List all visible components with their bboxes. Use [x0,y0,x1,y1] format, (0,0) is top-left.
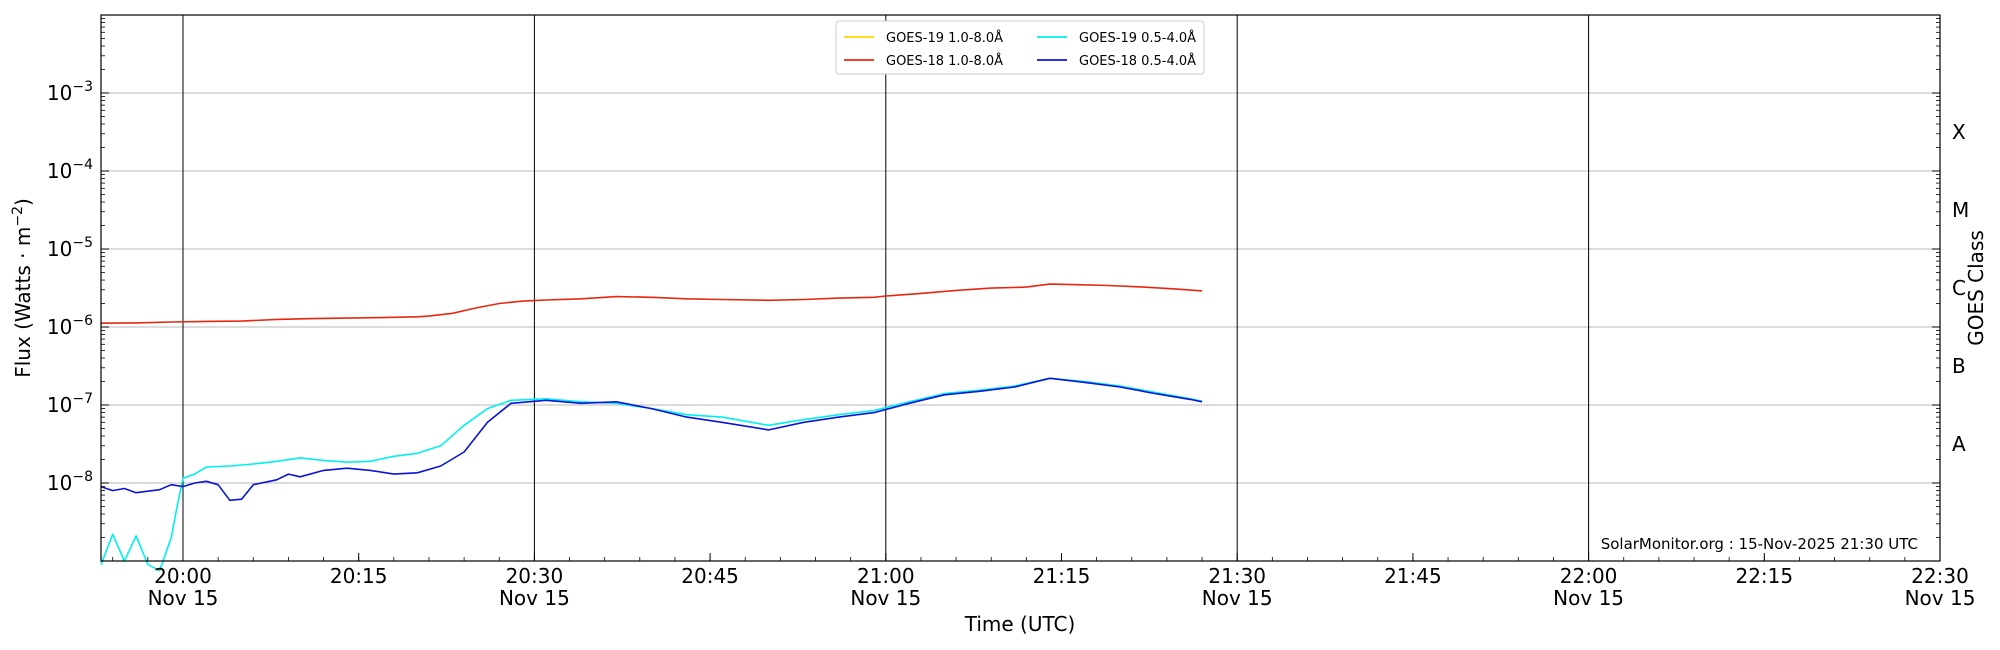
x-tick-label: 20:15 [330,564,388,588]
x-tick-label: 21:45 [1384,564,1442,588]
goes-class-label: M [1952,198,1969,222]
x-tick-label: 20:30 [506,564,564,588]
y-tick-label-base: 10 [47,471,72,495]
x-tick-label: 20:45 [681,564,739,588]
y-gridlines [101,92,1940,484]
x-tick-label: 22:00 [1560,564,1618,588]
x-tick-label: 22:15 [1735,564,1793,588]
series-line-2 [100,377,1203,572]
legend: GOES-19 1.0-8.0Å GOES-18 1.0-8.0Å GOES-19 … [835,20,1205,75]
x-axis-label: Time (UTC) [964,612,1076,636]
y-tick-label-base: 10 [47,237,72,261]
x-tick-label: 22:30 [1911,564,1969,588]
y-tick-label-exponent: −4 [72,157,93,173]
y-tick-label: 10−6 [47,313,93,339]
series-layer [100,283,1203,572]
series-line-1 [100,283,1203,324]
goes-class-label: X [1952,120,1966,144]
goes-class-axis-label: GOES Class [1964,230,1988,346]
y-tick-label: 10−4 [47,157,93,183]
x-tick-date-label: Nov 15 [1553,586,1624,610]
tick-marks [101,14,1941,562]
goes-class-label: A [1952,432,1966,456]
x-tick-label: 21:15 [1033,564,1091,588]
axes [100,14,1941,562]
legend-label-2: GOES-19 0.5-4.0Å [1079,30,1196,46]
x-tick-date-label: Nov 15 [850,586,921,610]
y-axis-label-main: Flux (Watts · m [11,227,35,378]
x-tick-date-label: Nov 15 [499,586,570,610]
x-tick-label: 20:00 [154,564,212,588]
x-tick-label: 21:00 [857,564,915,588]
goes-class-label: C [1952,276,1966,300]
y-tick-label-exponent: −3 [72,79,93,95]
watermark: SolarMonitor.org : 15-Nov-2025 21:30 UTC [1601,535,1918,553]
legend-box [835,20,1205,75]
y-tick-label-exponent: −7 [72,391,93,407]
goes-class-labels: A B C M X [1952,120,1969,456]
y-tick-label-exponent: −6 [72,313,93,329]
y-tick-label-base: 10 [47,315,72,339]
x-tick-date-label: Nov 15 [1905,586,1976,610]
legend-label-0: GOES-19 1.0-8.0Å [886,30,1003,46]
x-tick-label: 21:30 [1208,564,1266,588]
x-tick-date-label: Nov 15 [148,586,219,610]
y-tick-label: 10−5 [47,235,93,261]
y-tick-label-base: 10 [47,159,72,183]
y-tick-label-base: 10 [47,81,72,105]
y-axis-label: Flux (Watts · m−2) [10,198,35,378]
y-tick-label: 10−3 [47,79,93,105]
plot-frame [100,14,1941,562]
x-tick-date-label: Nov 15 [1202,586,1273,610]
y-tick-label-exponent: −5 [72,235,93,251]
y-axis-label-exponent: −2 [10,206,26,227]
goes-class-label: B [1952,354,1966,378]
y-tick-label-base: 10 [47,393,72,417]
y-axis-label-close: ) [11,198,35,206]
legend-label-1: GOES-18 1.0-8.0Å [886,53,1003,69]
y-tick-label: 10−7 [47,391,93,417]
y-tick-label-exponent: −8 [72,469,93,485]
series-line-3 [100,377,1203,502]
y-tick-label: 10−8 [47,469,93,495]
vertical-day-lines [182,15,1590,561]
legend-label-3: GOES-18 0.5-4.0Å [1079,53,1196,69]
